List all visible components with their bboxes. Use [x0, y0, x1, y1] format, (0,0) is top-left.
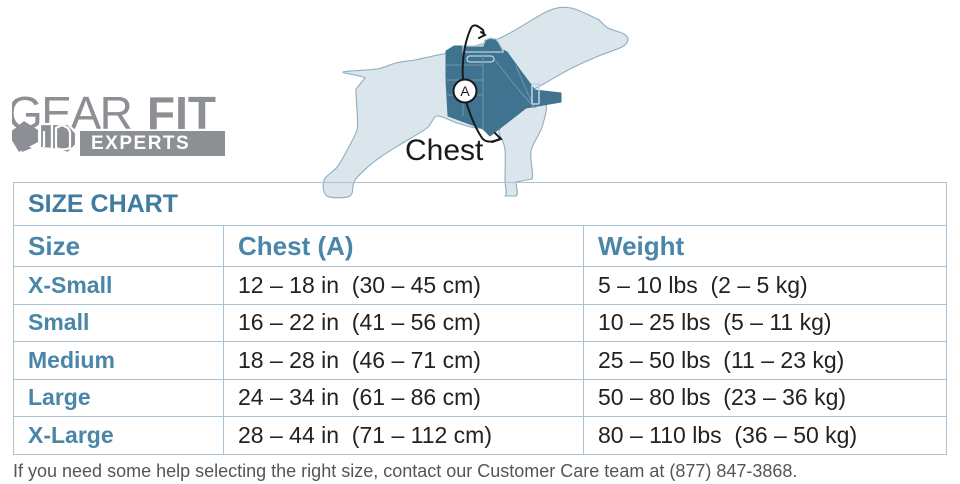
svg-text:Chest: Chest: [405, 134, 484, 167]
svg-text:A: A: [460, 83, 470, 99]
